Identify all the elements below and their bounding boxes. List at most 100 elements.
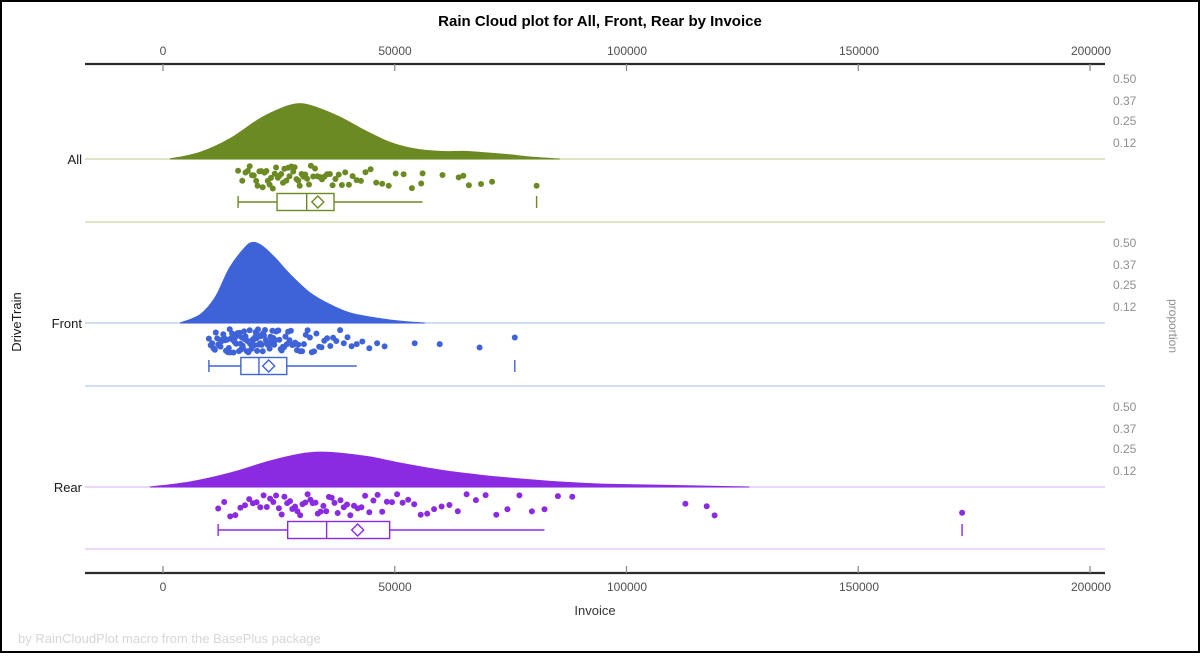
footnote: by RainCloudPlot macro from the BasePlus… bbox=[18, 631, 321, 646]
rain-point bbox=[359, 338, 366, 345]
category-label-rear: Rear bbox=[53, 480, 82, 495]
rain-point bbox=[271, 341, 278, 348]
rain-point bbox=[326, 171, 333, 177]
rain-point bbox=[283, 177, 290, 184]
rain-point bbox=[311, 348, 318, 355]
rain-point bbox=[253, 177, 260, 184]
rain-point bbox=[324, 335, 331, 342]
rain-point bbox=[266, 345, 273, 352]
rain-point bbox=[379, 180, 386, 187]
rain-point bbox=[268, 174, 274, 181]
rain-point bbox=[337, 327, 344, 334]
rain-point bbox=[312, 499, 319, 506]
rain-point bbox=[254, 347, 261, 354]
rain-point bbox=[250, 172, 257, 179]
rain-point bbox=[263, 504, 270, 510]
rain-point bbox=[400, 171, 407, 178]
rain-point bbox=[297, 512, 304, 519]
rain-point bbox=[237, 504, 244, 511]
rain-point bbox=[340, 340, 347, 347]
rain-point bbox=[405, 496, 412, 503]
rain-point bbox=[241, 328, 248, 335]
rain-point bbox=[455, 174, 462, 181]
rain-point bbox=[233, 340, 240, 347]
rain-point bbox=[392, 170, 399, 177]
rain-point bbox=[259, 184, 266, 191]
rain-point bbox=[374, 491, 381, 498]
rain-point bbox=[528, 508, 535, 515]
mean-diamond bbox=[310, 195, 325, 209]
rain-point bbox=[478, 181, 484, 187]
rain-point bbox=[463, 491, 470, 498]
rain-point bbox=[373, 179, 380, 186]
rain-point bbox=[366, 509, 373, 516]
density-curve bbox=[169, 103, 560, 160]
rain-point bbox=[235, 167, 242, 174]
rain-point bbox=[419, 170, 426, 177]
rain-point bbox=[281, 493, 288, 500]
rain-point bbox=[334, 510, 341, 516]
rain-point bbox=[270, 499, 277, 505]
rain-point bbox=[446, 502, 453, 508]
mean-diamond bbox=[350, 523, 365, 537]
proportion-tick-label: 0.12 bbox=[1113, 464, 1137, 478]
rain-point bbox=[436, 341, 443, 348]
bottom-axis-tick-label: 200000 bbox=[1070, 580, 1112, 594]
rain-point bbox=[255, 326, 261, 333]
rain-point bbox=[327, 343, 334, 349]
top-axis-tick-label: 200000 bbox=[1070, 44, 1112, 58]
rain-point bbox=[370, 497, 377, 504]
rain-point bbox=[424, 510, 431, 517]
rain-point bbox=[358, 504, 365, 511]
rain-point bbox=[282, 333, 289, 340]
rain-point bbox=[460, 172, 467, 179]
rain-point bbox=[465, 182, 472, 189]
rain-point bbox=[295, 177, 302, 184]
rain-point bbox=[711, 512, 718, 519]
rain-point bbox=[242, 502, 248, 509]
rain-point bbox=[472, 497, 479, 504]
rain-point bbox=[516, 492, 523, 499]
rain-point bbox=[221, 499, 228, 505]
rain-point bbox=[232, 512, 239, 519]
rain-point bbox=[304, 491, 311, 498]
rain-point bbox=[493, 511, 500, 518]
proportion-tick-label: 0.25 bbox=[1113, 278, 1137, 292]
rain-point bbox=[344, 501, 350, 508]
rain-point bbox=[411, 501, 418, 508]
rain-point bbox=[286, 173, 293, 180]
rain-point bbox=[357, 177, 364, 184]
rain-point bbox=[417, 511, 424, 518]
rain-point bbox=[275, 505, 282, 512]
proportion-tick-label: 0.12 bbox=[1113, 136, 1137, 150]
rain-point bbox=[439, 172, 446, 178]
rain-point bbox=[348, 343, 355, 350]
rain-point bbox=[353, 341, 360, 348]
rain-point bbox=[533, 182, 540, 189]
rain-point bbox=[300, 341, 307, 348]
rain-point bbox=[209, 340, 216, 347]
density-curve bbox=[149, 451, 750, 488]
rain-point bbox=[569, 493, 576, 500]
rain-point bbox=[273, 164, 280, 171]
category-label-all: All bbox=[67, 152, 82, 167]
rain-point bbox=[257, 504, 264, 511]
rain-point bbox=[489, 178, 496, 185]
rain-point bbox=[383, 498, 390, 505]
rain-point bbox=[367, 166, 374, 173]
rain-point bbox=[362, 169, 369, 176]
rain-point bbox=[476, 344, 483, 351]
chart-title: Rain Cloud plot for All, Front, Rear by … bbox=[438, 13, 762, 30]
rain-point bbox=[254, 182, 261, 189]
top-axis-tick-label: 0 bbox=[159, 44, 167, 58]
rain-point bbox=[276, 336, 283, 343]
rain-point bbox=[385, 182, 392, 189]
rain-point bbox=[411, 340, 418, 347]
rain-point bbox=[454, 508, 461, 515]
rain-point bbox=[287, 327, 294, 334]
proportion-tick-label: 0.37 bbox=[1113, 258, 1137, 272]
rain-point bbox=[286, 337, 293, 344]
rain-point bbox=[333, 338, 340, 344]
